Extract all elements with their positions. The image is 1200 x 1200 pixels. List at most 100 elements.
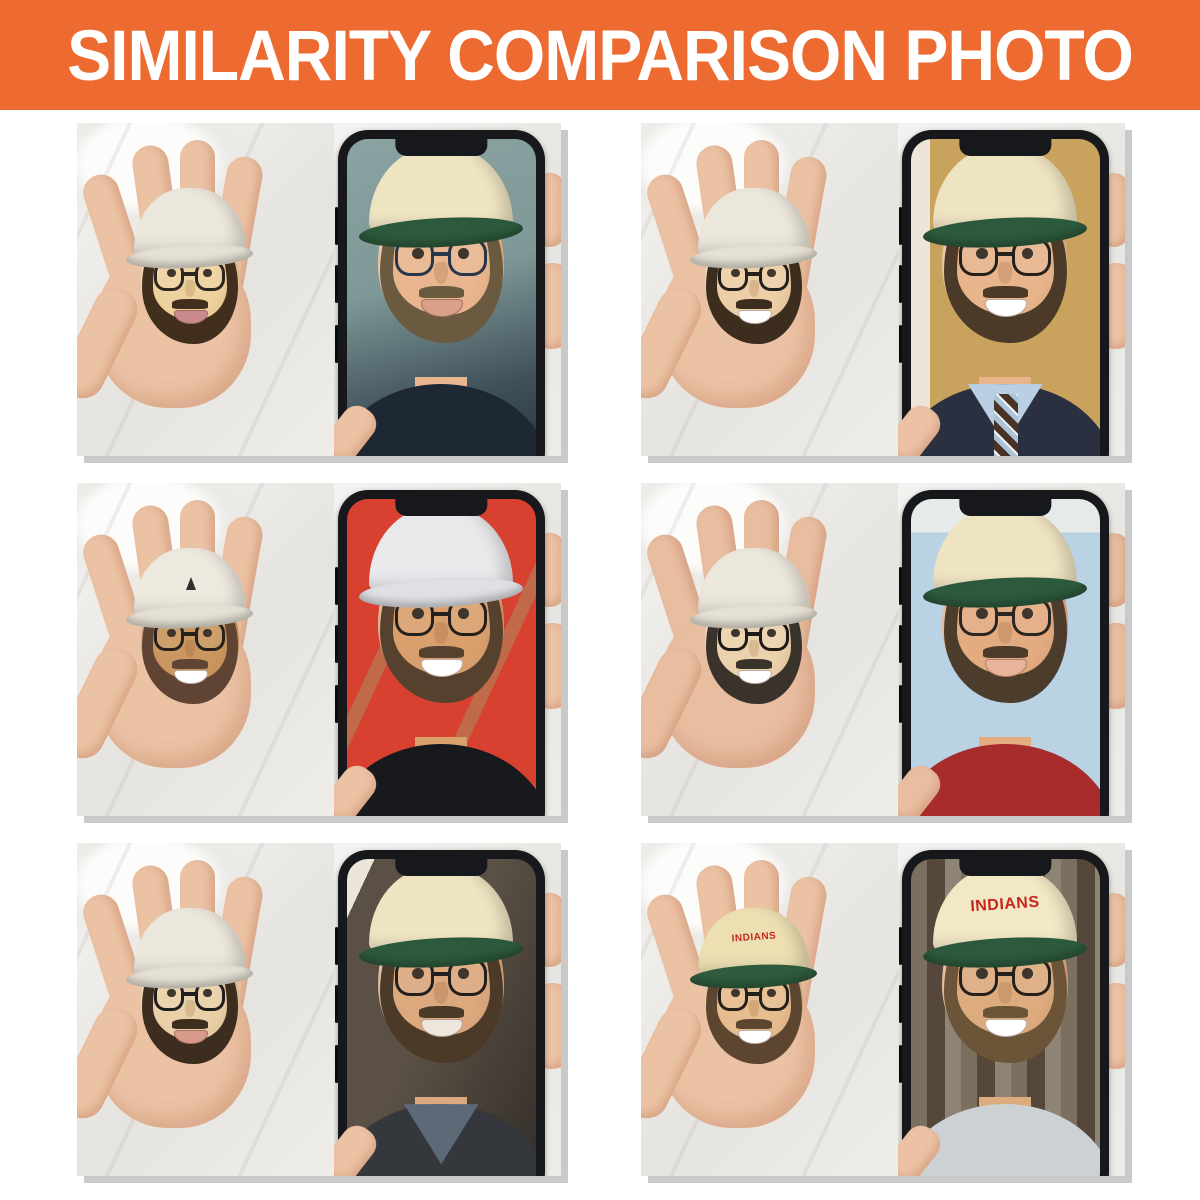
photo-eye (457, 967, 469, 979)
photo-nose (998, 262, 1013, 284)
panel-grid: INDIANS (77, 123, 1125, 1176)
phone (334, 490, 545, 816)
phone (898, 490, 1109, 816)
photo-eye (457, 607, 469, 619)
figurine-eye (766, 268, 776, 278)
figurine-head (125, 907, 255, 1065)
photo-nose (434, 622, 449, 644)
cap-logo-icon (186, 577, 197, 591)
panel-middle-right (641, 483, 1125, 816)
photo-eye (1021, 607, 1033, 619)
panel-top-right (641, 123, 1125, 456)
photo-head (922, 146, 1088, 343)
photo-head: INDIANS (922, 866, 1088, 1063)
figurine-mustache (172, 299, 208, 309)
phone (898, 130, 1109, 456)
photo-face: INDIANS (922, 866, 1088, 1063)
photo-cap (922, 146, 1088, 341)
phone-scene (333, 483, 561, 816)
figurine-head (125, 187, 255, 345)
necktie (994, 393, 1019, 456)
phone-scene (897, 123, 1125, 456)
page-title: SIMILARITY COMPARISON PHOTO (67, 15, 1134, 95)
phone-screen (346, 499, 536, 816)
figurine-mustache (736, 659, 772, 669)
phone (334, 850, 545, 1176)
glasses-bridge (183, 631, 197, 636)
photo-face (922, 146, 1088, 343)
figurine-head (689, 187, 819, 345)
glasses-bridge (996, 971, 1015, 976)
figurine-eye (731, 268, 741, 278)
photo-eye (1021, 967, 1033, 979)
photo-cap (922, 506, 1088, 701)
panel-top-left (77, 123, 561, 456)
glasses-bridge (432, 251, 451, 256)
photo-eye (976, 247, 988, 259)
photo-mustache (418, 646, 464, 659)
photo-mustache (982, 286, 1028, 299)
photo-cap (358, 866, 524, 1061)
header-banner: SIMILARITY COMPARISON PHOTO (0, 0, 1200, 110)
figurine-nose (184, 1000, 196, 1018)
photo-mustache (418, 1006, 464, 1019)
photo-head (922, 506, 1088, 703)
glasses-bridge (432, 611, 451, 616)
figurine-head (125, 547, 255, 705)
figurine-nose (748, 1000, 760, 1018)
figurine-eye (731, 628, 741, 638)
panel-middle-left (77, 483, 561, 816)
photo-eye (976, 607, 988, 619)
phone-scene: INDIANS (897, 843, 1125, 1176)
figurine-eye (202, 628, 212, 638)
phone-scene (333, 843, 561, 1176)
photo-nose (998, 982, 1013, 1004)
photo-eye (412, 247, 424, 259)
figurine-cap (125, 547, 255, 703)
figurine-scene (77, 843, 334, 1176)
shirt-collar (403, 1104, 479, 1165)
glasses-bridge (996, 251, 1015, 256)
figurine-face (125, 907, 255, 1065)
figurine-face (125, 547, 255, 705)
panel-bottom-right: INDIANS (641, 843, 1125, 1176)
phone-notch (395, 499, 487, 516)
figurine-nose (184, 640, 196, 658)
photo-head (358, 866, 524, 1063)
photo-face (922, 506, 1088, 703)
photo-eye (412, 607, 424, 619)
figurine-cap (125, 907, 255, 1063)
phone-notch (959, 859, 1051, 876)
figurine-mustache (172, 1019, 208, 1029)
figurine-eye (167, 628, 177, 638)
figurine-cap: INDIANS (689, 907, 819, 1063)
glasses-bridge (996, 611, 1015, 616)
figurine-face: INDIANS (689, 907, 819, 1065)
panel-bottom-left (77, 843, 561, 1176)
photo-eye (1021, 247, 1033, 259)
figurine-mustache (172, 659, 208, 669)
phone-screen (346, 139, 536, 456)
photo-head (358, 146, 524, 343)
phone-screen (346, 859, 536, 1176)
photo-eye (412, 967, 424, 979)
photo-nose (434, 262, 449, 284)
photo-cap (358, 146, 524, 341)
figurine-cap (689, 547, 819, 703)
photo-mustache (982, 646, 1028, 659)
photo-cap (358, 506, 524, 701)
phone (334, 130, 545, 456)
figurine-mustache (736, 1019, 772, 1029)
photo-nose (434, 982, 449, 1004)
figurine-scene (77, 123, 334, 456)
photo-face (358, 146, 524, 343)
figurine-cap (689, 187, 819, 343)
figurine-eye (766, 628, 776, 638)
phone-screen (910, 499, 1100, 816)
photo-head (358, 506, 524, 703)
phone: INDIANS (898, 850, 1109, 1176)
figurine-nose (748, 280, 760, 298)
figurine-scene (641, 123, 898, 456)
glasses-bridge (747, 631, 761, 636)
figurine-eye (202, 988, 212, 998)
